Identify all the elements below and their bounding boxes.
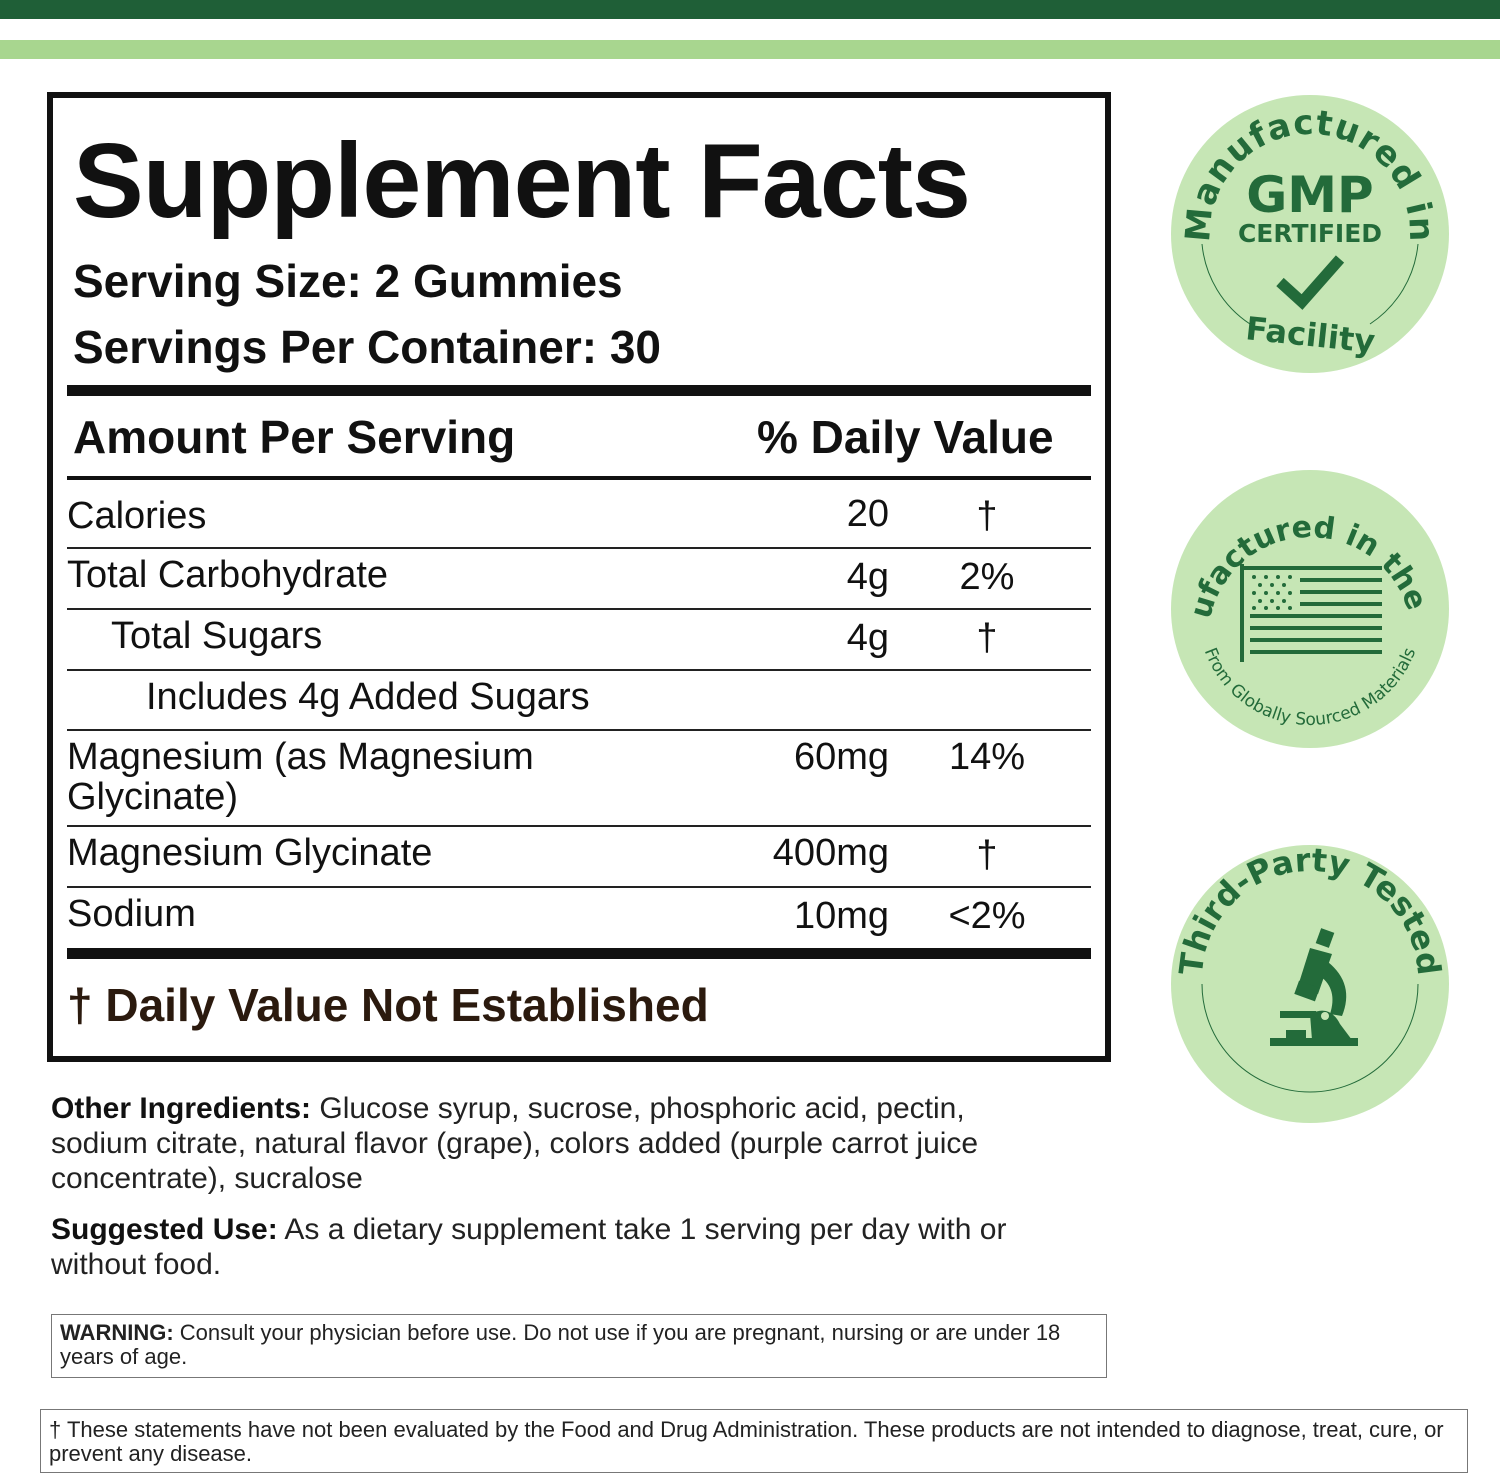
table-row: Magnesium (as Magnesium Glycinate) 60mg … [67, 731, 1091, 827]
nutrient-name: Calories [67, 495, 207, 537]
fda-disclaimer-box: † These statements have not been evaluat… [40, 1409, 1468, 1473]
nutrient-dv: † [976, 617, 998, 659]
top-light-band [0, 40, 1500, 59]
nutrient-dv: <2% [948, 895, 1026, 937]
made-in-usa-badge: Manufactured in the USA From Globally So… [1170, 469, 1449, 748]
other-ingredients-text: Glucose syrup, sucrose, phosphoric acid,… [51, 1092, 979, 1195]
suggested-use-label: Suggested Use: [51, 1213, 278, 1246]
table-row: Calories 20 † [67, 480, 1091, 549]
thick-divider [67, 948, 1091, 959]
top-dark-band [0, 0, 1500, 19]
supplement-facts-panel: Supplement Facts Serving Size: 2 Gummies… [47, 92, 1111, 1062]
nutrient-name: Total Carbohydrate [67, 554, 389, 596]
serving-size: Serving Size: 2 Gummies [73, 255, 623, 307]
warning-box: WARNING: Consult your physician before u… [51, 1314, 1107, 1378]
table-row: Total Carbohydrate 4g 2% [67, 549, 1091, 610]
nutrient-dv: † [976, 834, 998, 876]
daily-value-header: % Daily Value [757, 411, 1054, 463]
us-flag-icon [1240, 564, 1382, 662]
table-row: Sodium 10mg <2% [67, 888, 1091, 948]
nutrient-amount: 20 [846, 493, 889, 535]
checkmark-icon [1276, 255, 1345, 310]
nutrient-name-continued: Glycinate) [67, 776, 239, 818]
table-row: Magnesium Glycinate 400mg † [67, 827, 1091, 888]
nutrient-name: Magnesium (as Magnesium [67, 736, 534, 778]
thick-divider [67, 385, 1091, 396]
nutrient-name: Magnesium Glycinate [67, 832, 433, 874]
gmp-certified-badge: Manufactured in GMP CERTIFIED Facility [1171, 95, 1449, 373]
nutrient-dv: 2% [959, 556, 1015, 598]
daily-value-footnote: † Daily Value Not Established [67, 979, 709, 1031]
nutrient-amount: 4g [846, 556, 889, 598]
panel-title: Supplement Facts [73, 122, 971, 240]
nutrient-name: Includes 4g Added Sugars [146, 676, 590, 718]
table-row: Includes 4g Added Sugars [67, 671, 1091, 731]
amount-per-serving-header: Amount Per Serving [73, 411, 516, 463]
nutrient-amount: 400mg [772, 832, 889, 874]
table-row: Total Sugars 4g † [67, 610, 1091, 671]
warning-label: WARNING: [60, 1320, 174, 1345]
nutrient-amount: 10mg [793, 895, 889, 937]
third-party-tested-badge: Third-Party Tested [1171, 844, 1449, 1123]
suggested-use-text: As a dietary supplement take 1 serving p… [51, 1213, 1007, 1281]
nutrient-dv: 14% [948, 736, 1026, 778]
header-divider [67, 476, 1091, 480]
nutrient-name: Sodium [67, 893, 196, 935]
other-ingredients-label: Other Ingredients: [51, 1092, 312, 1125]
warning-text: Consult your physician before use. Do no… [60, 1320, 1061, 1369]
microscope-icon [1270, 928, 1358, 1046]
suggested-use: Suggested Use: As a dietary supplement t… [51, 1212, 1061, 1282]
nutrient-dv: † [976, 495, 998, 537]
nutrient-amount: 4g [846, 617, 889, 659]
badge-main-text: GMP [1246, 166, 1373, 224]
other-ingredients: Other Ingredients: Glucose syrup, sucros… [51, 1091, 1061, 1196]
nutrient-name: Total Sugars [111, 615, 323, 657]
nutrient-amount: 60mg [793, 736, 889, 778]
servings-per-container: Servings Per Container: 30 [73, 321, 661, 373]
badge-sub-text: CERTIFIED [1238, 219, 1382, 248]
fda-disclaimer: † These statements have not been evaluat… [49, 1417, 1444, 1466]
